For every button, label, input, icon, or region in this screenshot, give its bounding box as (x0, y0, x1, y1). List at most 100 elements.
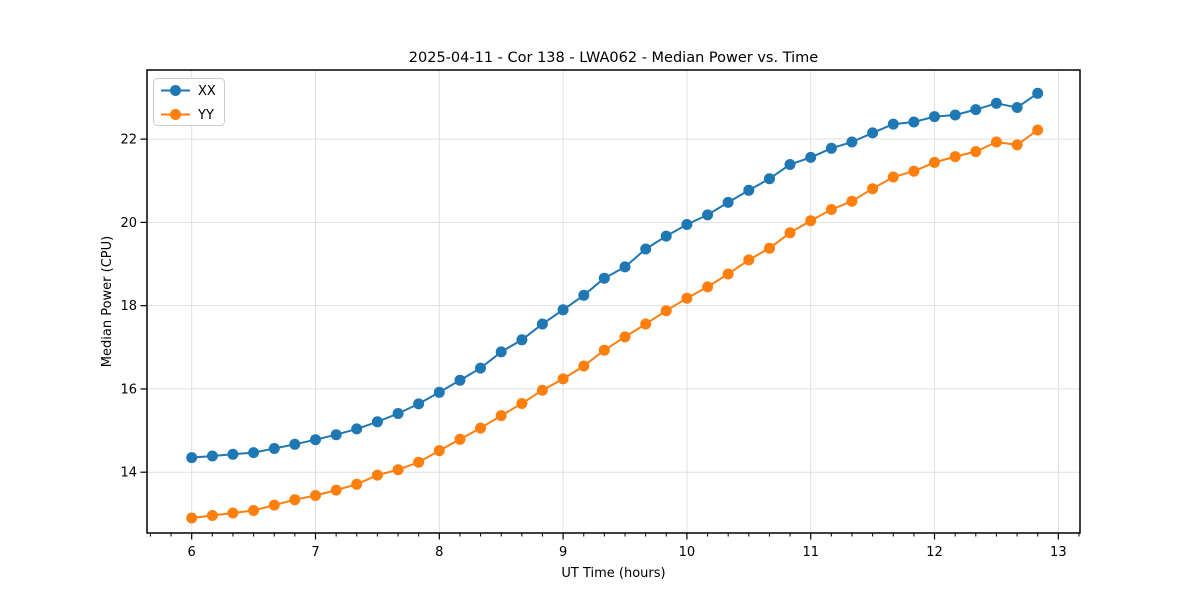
data-point-yy (248, 505, 260, 516)
y-tick-label: 18 (120, 299, 137, 314)
data-point-yy (867, 183, 879, 195)
x-tick-label: 13 (1050, 545, 1067, 560)
data-point-xx (454, 374, 466, 386)
data-point-yy (454, 433, 466, 445)
data-point-xx (702, 209, 714, 221)
data-point-xx (1011, 102, 1023, 113)
data-point-yy (970, 146, 982, 158)
data-point-xx (681, 219, 693, 230)
data-point-xx (516, 334, 528, 346)
data-point-yy (578, 360, 590, 372)
data-point-xx (206, 450, 218, 462)
data-point-yy (413, 456, 425, 468)
y-tick-label: 14 (120, 466, 137, 481)
data-point-yy (784, 227, 796, 239)
data-point-yy (1011, 139, 1023, 151)
data-point-xx (557, 304, 569, 316)
chart-title: 2025-04-11 - Cor 138 - LWA062 - Median P… (409, 50, 818, 66)
data-point-xx (764, 173, 775, 185)
data-point-xx (598, 272, 610, 284)
data-point-xx (392, 408, 404, 419)
data-point-xx (929, 111, 940, 123)
data-point-yy (227, 507, 239, 519)
data-point-xx (186, 452, 198, 464)
data-point-xx (578, 289, 590, 301)
data-point-xx (289, 438, 301, 450)
data-point-yy (330, 484, 342, 496)
data-point-xx (846, 136, 858, 148)
data-point-xx (908, 116, 920, 128)
y-tick-label: 20 (120, 216, 137, 231)
data-point-yy (495, 410, 507, 422)
data-point-yy (681, 292, 693, 304)
data-point-yy (702, 281, 714, 293)
x-tick-label: 7 (311, 545, 319, 560)
data-point-xx (248, 447, 260, 459)
data-point-yy (949, 151, 961, 163)
data-point-yy (433, 445, 445, 457)
data-point-yy (619, 331, 631, 343)
plot-border (146, 69, 1081, 534)
data-point-xx (784, 159, 796, 170)
data-point-xx (722, 196, 734, 208)
data-point-xx (619, 261, 631, 273)
series-line-yy (191, 129, 1039, 519)
data-point-xx (371, 416, 383, 428)
legend-marker-icon (170, 85, 181, 96)
x-tick-label: 6 (188, 545, 196, 560)
data-point-xx (660, 230, 672, 242)
data-point-yy (764, 242, 775, 254)
legend-label: XX (198, 84, 216, 99)
data-point-xx (1032, 87, 1044, 99)
data-point-xx (536, 318, 548, 330)
data-point-xx (640, 243, 652, 255)
data-point-yy (825, 204, 837, 215)
data-point-xx (743, 184, 755, 196)
data-point-yy (516, 398, 528, 409)
data-point-yy (887, 171, 899, 183)
y-tick-label: 22 (120, 133, 137, 148)
y-axis-label: Median Power (CPU) (100, 236, 115, 367)
data-point-yy (351, 478, 363, 490)
data-point-yy (990, 136, 1002, 148)
data-point-xx (887, 118, 899, 130)
data-point-yy (536, 384, 548, 396)
data-point-yy (743, 254, 755, 266)
data-point-xx (495, 346, 507, 358)
x-tick-label: 9 (559, 545, 567, 560)
data-point-xx (227, 448, 239, 460)
legend-label: YY (197, 108, 214, 123)
data-point-xx (970, 104, 982, 116)
data-point-yy (557, 373, 569, 385)
data-point-yy (268, 499, 280, 511)
data-point-xx (310, 434, 321, 446)
data-point-yy (640, 318, 652, 330)
x-tick-label: 10 (679, 545, 696, 560)
data-point-xx (949, 109, 961, 121)
series-line-xx (191, 92, 1039, 459)
data-point-yy (310, 490, 321, 501)
data-point-yy (660, 305, 672, 317)
data-point-xx (805, 151, 817, 163)
data-point-xx (867, 127, 879, 139)
data-point-xx (475, 362, 486, 374)
legend-marker-icon (170, 109, 181, 120)
data-point-yy (289, 494, 301, 506)
data-point-yy (929, 156, 940, 168)
data-point-xx (433, 386, 445, 398)
data-point-yy (908, 165, 920, 177)
data-point-yy (206, 510, 218, 521)
data-point-yy (186, 512, 198, 524)
data-point-yy (598, 344, 610, 356)
data-point-yy (846, 195, 858, 207)
x-tick-label: 12 (926, 545, 943, 560)
data-point-xx (351, 423, 363, 435)
data-point-xx (268, 443, 280, 454)
data-point-yy (1032, 124, 1044, 136)
data-point-yy (475, 422, 486, 434)
data-point-xx (413, 398, 425, 410)
x-tick-label: 11 (802, 545, 819, 560)
data-point-xx (330, 429, 342, 441)
